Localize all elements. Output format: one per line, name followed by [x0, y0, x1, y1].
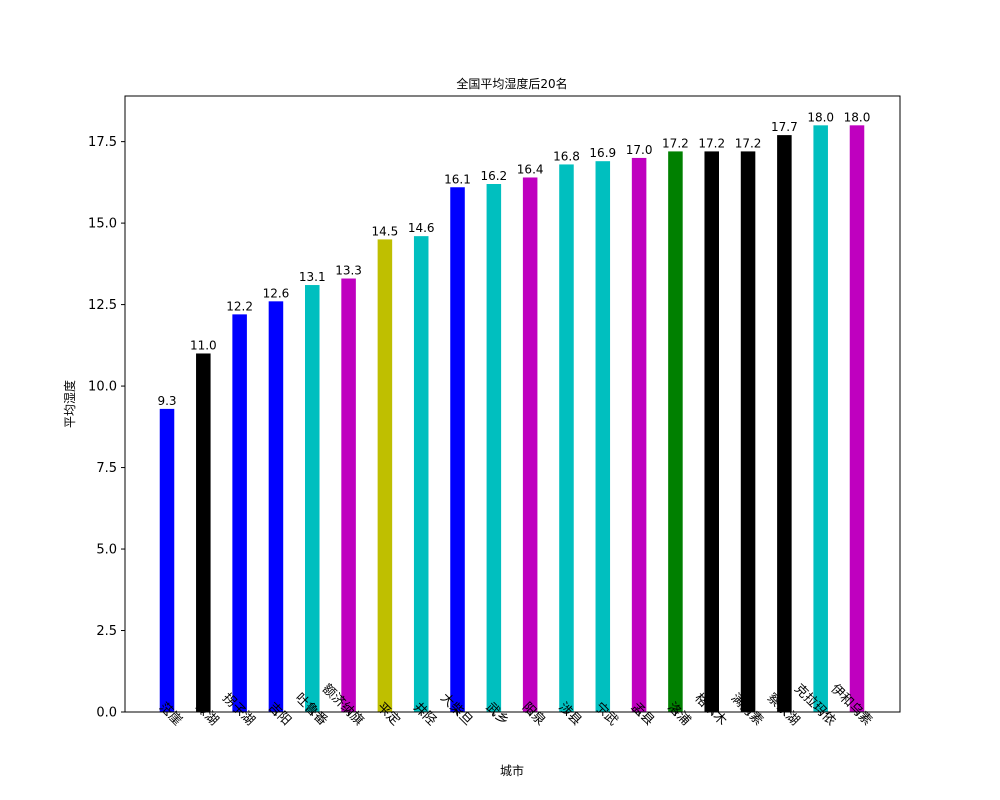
bar-5: [305, 285, 320, 712]
value-label-10: 16.2: [480, 169, 507, 183]
bar-1: [159, 408, 175, 712]
y-tick-label-7: 15.0: [88, 217, 117, 232]
value-label-14: 17.0: [626, 143, 653, 157]
bar-8: [413, 236, 429, 712]
bar-10: [486, 184, 502, 712]
y-axis-label: 平均湿度: [62, 380, 77, 428]
value-label-15: 17.2: [662, 136, 689, 150]
y-tick-label-4: 7.5: [96, 461, 117, 476]
bar-19: [813, 125, 828, 712]
bar-13: [595, 161, 611, 712]
value-label-3: 12.2: [226, 299, 253, 313]
value-label-11: 16.4: [517, 162, 544, 176]
chart-title: 全国平均湿度后20名: [456, 76, 567, 91]
value-label-16: 17.2: [698, 136, 725, 150]
bar-9: [450, 187, 465, 712]
value-labels-group: 9.3 11.0 12.2 12.6 13.1 13.3 14.5 14.6 16.1 16.2 1…: [157, 110, 870, 408]
x-axis-label: 城市: [500, 763, 524, 778]
y-axis: 0.0 2.5 5.0 7.5 10.0 12.5 15.0 17.5: [88, 135, 125, 721]
value-label-18: 17.7: [771, 120, 798, 134]
bar-18: [777, 135, 792, 713]
value-label-9: 16.1: [444, 172, 471, 186]
value-label-13: 16.9: [589, 146, 616, 160]
value-label-8: 14.6: [408, 221, 435, 235]
y-tick-label-3: 5.0: [96, 543, 117, 558]
value-label-5: 13.1: [299, 270, 326, 284]
bars-group: [159, 125, 865, 713]
value-label-7: 14.5: [372, 224, 399, 238]
bar-16: [704, 151, 719, 712]
bar-6: [341, 278, 356, 712]
y-tick-label-6: 12.5: [88, 298, 117, 313]
value-label-12: 16.8: [553, 149, 580, 163]
value-label-6: 13.3: [335, 264, 362, 278]
y-tick-label-2: 2.5: [96, 624, 117, 639]
bar-17: [740, 151, 756, 712]
bar-15: [668, 151, 683, 712]
y-tick-label-8: 17.5: [88, 135, 117, 150]
bar-20: [849, 125, 865, 712]
bar-7: [377, 239, 393, 712]
value-label-20: 18.0: [844, 110, 871, 124]
bar-3: [232, 314, 247, 712]
bar-11: [522, 177, 538, 713]
value-label-19: 18.0: [807, 110, 834, 124]
value-label-1: 9.3: [157, 394, 176, 408]
plot-frame: [124, 95, 901, 713]
bar-4: [268, 301, 284, 712]
value-label-4: 12.6: [263, 286, 290, 300]
y-tick-label-1: 0.0: [96, 706, 117, 721]
y-tick-label-5: 10.0: [88, 380, 117, 395]
bar-12: [559, 164, 574, 712]
value-label-2: 11.0: [190, 338, 217, 352]
bar-2: [196, 353, 211, 712]
value-label-17: 17.2: [735, 136, 762, 150]
bar-14: [631, 157, 647, 712]
